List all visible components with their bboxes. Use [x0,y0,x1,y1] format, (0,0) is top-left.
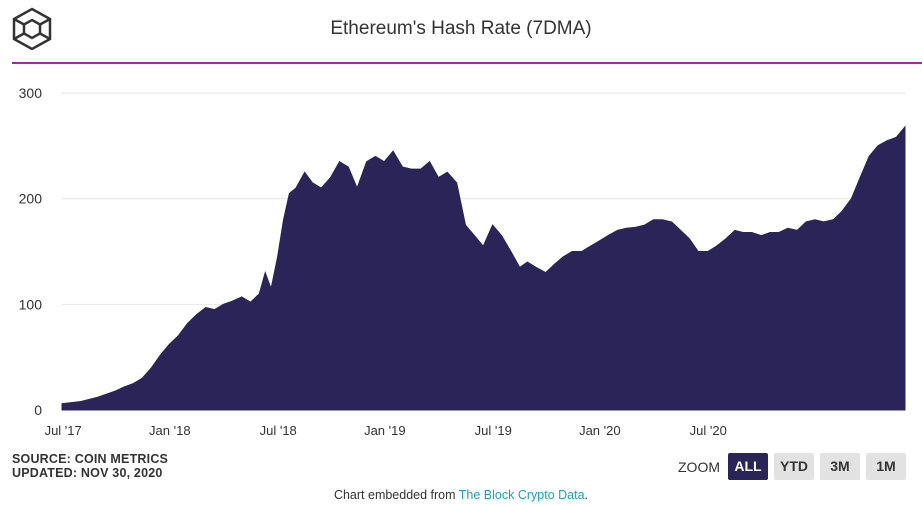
embed-link[interactable]: The Block Crypto Data [458,488,585,502]
x-tick-label: Jul '19 [475,423,512,438]
zoom-ytd-button[interactable]: YTD [774,453,814,480]
x-tick-label: Jan '18 [149,423,191,438]
x-tick-label: Jan '20 [579,423,621,438]
embed-prefix: Chart embedded from [333,488,459,502]
plot-area [61,125,906,411]
y-tick-label: 0 [34,402,42,418]
y-axis: 0 100 200 300 [19,85,43,418]
zoom-1m-button[interactable]: 1M [866,453,906,480]
cube-logo-icon [12,7,52,50]
chart-title: Ethereum's Hash Rate (7DMA) [330,18,592,39]
x-tick-label: Jul '20 [690,423,727,438]
y-tick-label: 200 [19,191,43,207]
embed-suffix: . [584,488,589,502]
y-tick-label: 300 [19,85,43,101]
hash-rate-area [61,125,906,411]
zoom-controls: ZOOM ALL YTD 3M 1M [678,453,906,480]
x-tick-label: Jul '17 [45,423,82,438]
title-divider [12,62,922,64]
y-tick-label: 100 [19,296,43,312]
zoom-label: ZOOM [678,458,720,475]
chart-meta: SOURCE: COIN METRICS UPDATED: NOV 30, 20… [12,452,168,480]
zoom-all-button[interactable]: ALL [728,453,768,480]
x-tick-label: Jul '18 [260,423,297,438]
x-axis: Jul '17 Jan '18 Jul '18 Jan '19 Jul '19 Jan '… [45,423,727,438]
x-tick-label: Jan '19 [364,423,406,438]
updated-text: UPDATED: NOV 30, 2020 [12,466,163,480]
embed-credit: Chart embedded from The Block Crypto Dat… [0,488,922,502]
zoom-3m-button[interactable]: 3M [820,453,860,480]
source-text: SOURCE: COIN METRICS [12,452,169,466]
